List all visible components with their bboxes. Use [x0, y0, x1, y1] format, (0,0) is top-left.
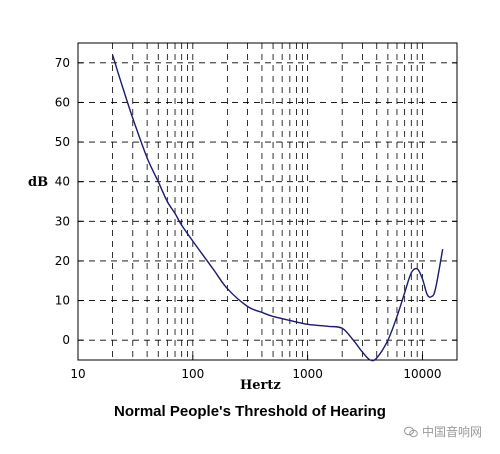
hearing-threshold-chart: 0 10 20 30 40 50 60 70 10 100 1000 10000 dB Hertz	[28, 42, 458, 393]
x-tick-label: 10	[70, 367, 85, 381]
y-tick-label: 30	[55, 214, 70, 228]
watermark: 中国音响网	[404, 423, 482, 440]
watermark-text: 中国音响网	[422, 425, 483, 439]
x-tick-label: 100	[181, 367, 204, 381]
axis-ticks: 0 10 20 30 40 50 60 70 10 100 1000 10000	[55, 56, 457, 381]
chat-bubble-icon	[404, 426, 418, 437]
x-axis-label: Hertz	[240, 378, 281, 393]
y-tick-label: 40	[55, 175, 70, 189]
grid	[78, 43, 457, 360]
y-tick-label: 0	[62, 333, 70, 347]
threshold-curve	[111, 54, 444, 362]
y-tick-label: 60	[55, 95, 70, 109]
plot-frame	[77, 42, 458, 361]
x-tick-label: 10000	[403, 367, 441, 381]
y-tick-label: 70	[55, 56, 70, 70]
y-tick-label: 20	[55, 254, 70, 268]
y-tick-label: 50	[55, 135, 70, 149]
y-tick-label: 10	[55, 294, 70, 308]
x-tick-label: 1000	[292, 367, 323, 381]
chart-title: Normal People's Threshold of Hearing	[114, 403, 386, 420]
y-axis-label: dB	[28, 175, 48, 190]
